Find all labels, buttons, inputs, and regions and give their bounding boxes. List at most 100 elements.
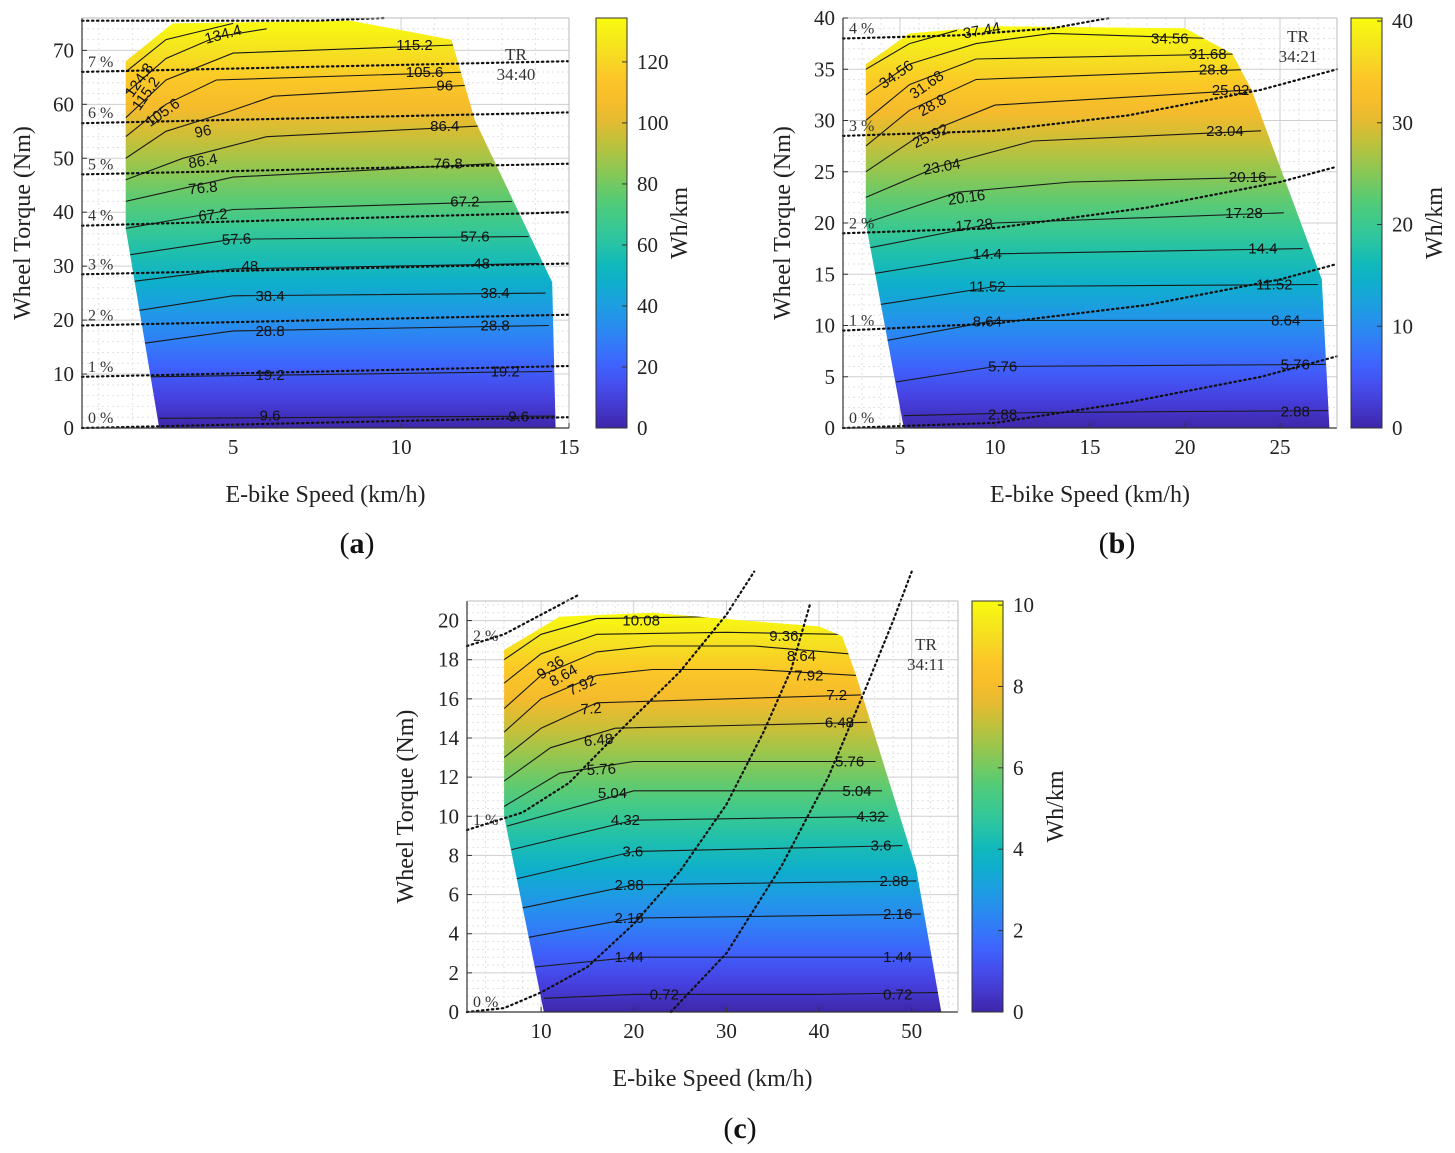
- y-tick-label: 50: [53, 146, 74, 170]
- grade-label: 0 %: [88, 410, 113, 427]
- colorbar-tick-label: 40: [1392, 9, 1413, 33]
- contour-lines: [865, 29, 1330, 417]
- grade-line: [80, 262, 571, 276]
- x-tick-label: 10: [391, 435, 412, 459]
- contour-label: 5.76: [835, 753, 864, 770]
- axes: 10 20 30 40 50 0 2 4 6 8 10 12 14 16 18 20 E-bike Speed …: [393, 600, 959, 1092]
- grade-line: [80, 60, 571, 73]
- x-tick-label: 10: [531, 1019, 552, 1043]
- grade-label: 7 %: [88, 54, 113, 71]
- y-tick-label: 14: [438, 726, 460, 750]
- grade-line: [80, 364, 571, 378]
- contour-line: [884, 319, 1322, 342]
- y-tick-label: 12: [438, 765, 459, 789]
- contour-line: [865, 130, 1262, 198]
- contour-label: 20.16: [947, 187, 987, 209]
- contour-line: [125, 200, 512, 229]
- grade-label: 3 %: [849, 118, 874, 135]
- axes: 5 10 15 0 10 20 30 40 50 60 70 E-bike Speed (km/h) W…: [10, 17, 580, 508]
- contour-label: 5.04: [598, 785, 627, 802]
- tr-value: 34:21: [1279, 47, 1318, 66]
- y-tick-label: 16: [438, 687, 459, 711]
- contour-line: [159, 415, 556, 419]
- contour-label: 8.64: [1271, 312, 1300, 329]
- contour-line: [125, 44, 455, 119]
- contour-line: [520, 880, 917, 909]
- contour-line: [504, 694, 861, 759]
- contour-line: [543, 991, 942, 999]
- x-tick-label: 5: [895, 435, 906, 459]
- contour-labels: 0.72 0.72 1.44 1.44 2.16 2.16 2.88 2.88 3.6 3.6 4.…: [534, 613, 913, 1004]
- contour-line: [865, 29, 958, 70]
- contour-label: 3.6: [871, 838, 892, 855]
- grade-label: 3 %: [88, 256, 113, 273]
- axes: 5 10 15 20 25 0 5 10 15 20 25 30 35 40 E-bike Speed (k…: [770, 6, 1338, 508]
- contour-labels: 9.6 9.6 19.2 19.2 28.8 28.8 38.4 38.4 48 48 57.6 57…: [122, 22, 529, 426]
- contour-label: 0.72: [650, 986, 679, 1003]
- y-tick-label: 40: [53, 200, 74, 224]
- tr-value: 34:11: [907, 655, 945, 674]
- x-axis-title: E-bike Speed (km/h): [613, 1066, 813, 1092]
- contour-label: 37.44: [962, 19, 1002, 42]
- y-tick-label: 15: [814, 262, 835, 286]
- panel-label-c: (c): [723, 1112, 756, 1145]
- contour-label: 2.88: [1281, 404, 1310, 421]
- contour-label: 8.64: [787, 648, 816, 665]
- colorbar-tick-label: 2: [1013, 919, 1024, 943]
- panel-c: 0.72 0.72 1.44 1.44 2.16 2.16 2.88 2.88 3.6 3.6 4.…: [393, 570, 1069, 1092]
- x-axis-title: E-bike Speed (km/h): [990, 482, 1190, 508]
- contour-label: 17.28: [955, 216, 994, 236]
- contour-label: 4.32: [611, 812, 640, 829]
- grade-label: 6 %: [88, 105, 113, 122]
- contour-label: 115.2: [396, 37, 432, 54]
- y-tick-label: 10: [53, 362, 74, 386]
- grade-label: 2 %: [473, 628, 498, 645]
- contour-line: [125, 163, 492, 202]
- colorbar: 0 20 40 60 80 100 120 Wh/km: [595, 17, 693, 440]
- contour-label: 48: [242, 258, 259, 275]
- colorbar-tick-label: 40: [637, 294, 658, 318]
- contour-label: 17.28: [1225, 205, 1263, 222]
- colorbar-tick-label: 0: [1392, 416, 1403, 440]
- grade-line: [841, 16, 1111, 40]
- contour-label: 96: [193, 122, 213, 142]
- grade-label: 2 %: [88, 308, 113, 325]
- y-tick-label: 6: [449, 883, 460, 907]
- contour-line: [865, 212, 1284, 250]
- grade-line: [669, 570, 913, 1014]
- contour-label: 105.6: [406, 64, 444, 81]
- contour-label: 10.08: [622, 613, 660, 630]
- grade-lines: 0 % 1 % 2 % 3 % 4 %: [841, 16, 1339, 430]
- tr-title: TR: [1287, 27, 1309, 46]
- contour-label: 9.6: [260, 408, 281, 425]
- colorbar-tick-label: 6: [1013, 756, 1024, 780]
- operating-region: [865, 26, 1330, 428]
- grade-line: [80, 416, 571, 430]
- contour-line: [135, 324, 549, 345]
- y-tick-label: 5: [825, 365, 836, 389]
- colorbar: 0 2 4 6 8 10 Wh/km: [971, 593, 1069, 1024]
- grade-label: 4 %: [849, 21, 874, 38]
- x-tick-label: 50: [901, 1019, 922, 1043]
- colorbar-title: Wh/km: [667, 187, 693, 259]
- y-tick-label: 40: [814, 6, 835, 30]
- y-tick-label: 35: [814, 57, 835, 81]
- contour-line: [125, 28, 267, 94]
- contour-label: 19.2: [255, 367, 284, 384]
- colorbar-tick-label: 0: [1013, 1000, 1024, 1024]
- contour-label: 11.52: [969, 279, 1005, 296]
- x-tick-label: 15: [559, 435, 580, 459]
- contour-label: 5.76: [988, 359, 1017, 376]
- x-tick-label: 20: [623, 1019, 644, 1043]
- grade-lines: 0 % 1 % 2 %: [465, 570, 913, 1014]
- colorbar-bar: [971, 600, 1004, 1013]
- x-tick-label: 10: [985, 435, 1006, 459]
- contour-label: 7.92: [794, 667, 823, 684]
- contour-line: [125, 125, 482, 181]
- y-tick-label: 10: [438, 804, 459, 828]
- contour-label: 9.36: [769, 628, 798, 645]
- operating-region: [504, 612, 942, 1012]
- contour-label: 3.6: [622, 844, 643, 861]
- colorbar-bar: [595, 17, 628, 429]
- contour-label: 2.16: [883, 906, 912, 923]
